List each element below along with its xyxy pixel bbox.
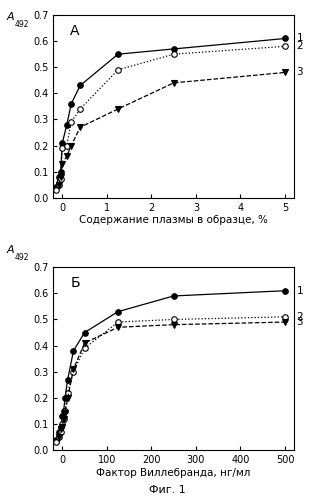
Text: 3: 3 <box>296 317 303 327</box>
Text: 492: 492 <box>14 252 29 262</box>
Text: 2: 2 <box>296 42 303 51</box>
X-axis label: Фактор Виллебранда, нг/мл: Фактор Виллебранда, нг/мл <box>97 468 251 477</box>
Text: 2: 2 <box>296 312 303 322</box>
Text: 3: 3 <box>296 68 303 78</box>
Text: Б: Б <box>70 276 80 290</box>
Text: A: A <box>6 12 14 22</box>
Text: 1: 1 <box>296 34 303 43</box>
Text: А: А <box>70 24 80 38</box>
Text: 1: 1 <box>296 286 303 296</box>
Text: Фиг. 1: Фиг. 1 <box>149 485 185 495</box>
Text: 492: 492 <box>14 20 29 29</box>
X-axis label: Содержание плазмы в образце, %: Содержание плазмы в образце, % <box>79 216 268 226</box>
Text: A: A <box>6 245 14 255</box>
